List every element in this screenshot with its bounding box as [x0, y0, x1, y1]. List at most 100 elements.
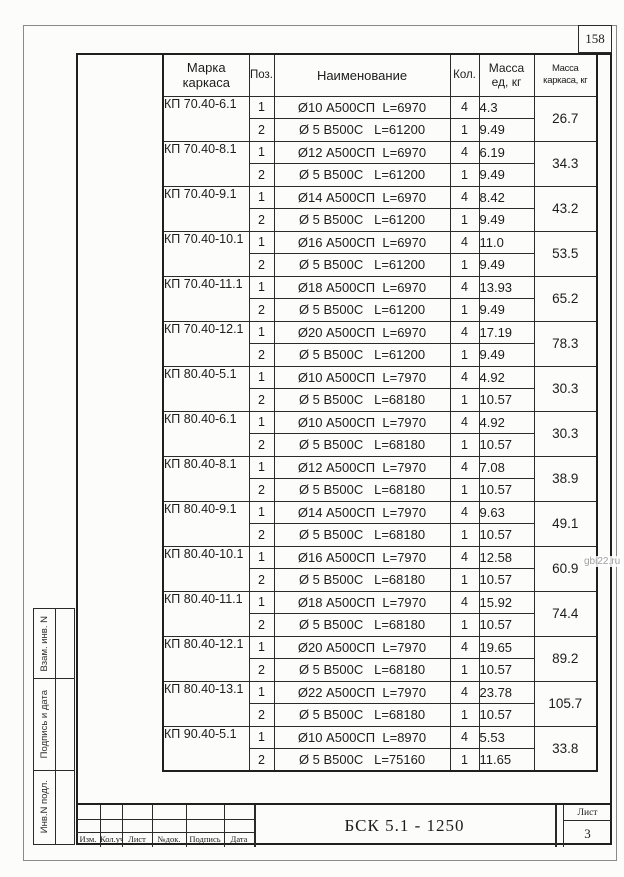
mark-cell: КП 80.40-13.1 [162, 680, 250, 727]
pos-cell: 1 [248, 140, 275, 164]
unit-mass-cell: 9.49 [478, 163, 535, 187]
column-header-frame-mass: Масса каркаса, кг [533, 53, 598, 97]
pos-cell: 2 [248, 703, 275, 727]
pos-cell: 1 [248, 230, 275, 254]
table-row: КП 70.40-12.1 1 Ø20 А500СП L=6970 4 17.19 78.… [162, 320, 598, 367]
frame-mass-cell: 60.9 [533, 545, 598, 592]
qty-cell: 1 [449, 568, 480, 592]
name-cell: Ø 5 В500С L=68180 [273, 523, 451, 547]
scan-page-border [23, 25, 617, 861]
qty-cell: 4 [449, 320, 480, 344]
unit-mass-cell: 15.92 [478, 590, 535, 614]
qty-cell: 4 [449, 230, 480, 254]
pos-cell: 1 [248, 95, 275, 119]
frame-mass-cell: 43.2 [533, 185, 598, 232]
pos-cell: 1 [248, 320, 275, 344]
name-cell: Ø14 А500СП L=6970 [273, 185, 451, 209]
mark-cell: КП 70.40-8.1 [162, 140, 250, 187]
qty-cell: 4 [449, 545, 480, 569]
frame-mass-cell: 65.2 [533, 275, 598, 322]
name-cell: Ø 5 В500С L=68180 [273, 568, 451, 592]
mark-cell: КП 70.40-12.1 [162, 320, 250, 367]
mark-cell: КП 90.40-5.1 [162, 725, 250, 772]
table-row: КП 80.40-9.1 1 Ø14 А500СП L=7970 4 9.63 49.1 [162, 500, 598, 547]
sheet-number: 3 [584, 826, 591, 841]
mark-cell: КП 70.40-11.1 [162, 275, 250, 322]
frame-mass-cell: 38.9 [533, 455, 598, 502]
name-cell: Ø 5 В500С L=68180 [273, 388, 451, 412]
unit-mass-cell: 9.63 [478, 500, 535, 524]
sheet-label: Лист [563, 805, 612, 821]
unit-mass-cell: 10.57 [478, 658, 535, 682]
mark-cell: КП 80.40-10.1 [162, 545, 250, 592]
pos-cell: 2 [248, 478, 275, 502]
name-cell: Ø12 А500СП L=6970 [273, 140, 451, 164]
table-row: КП 80.40-8.1 1 Ø12 А500СП L=7970 4 7.08 38.9 [162, 455, 598, 502]
table-row: КП 80.40-5.1 1 Ø10 А500СП L=7970 4 4.92 30.3 [162, 365, 598, 412]
side-cells-divider [34, 678, 74, 679]
table-header-row: Марка каркаса Поз. Наименование Кол. Мас… [162, 53, 598, 97]
mark-cell: КП 70.40-6.1 [162, 95, 250, 142]
name-cell: Ø18 А500СП L=6970 [273, 275, 451, 299]
qty-cell: 4 [449, 500, 480, 524]
qty-cell: 1 [449, 343, 480, 367]
unit-mass-cell: 23.78 [478, 680, 535, 704]
unit-mass-cell: 10.57 [478, 703, 535, 727]
table-row: КП 70.40-11.1 1 Ø18 А500СП L=6970 4 13.93 65.… [162, 275, 598, 322]
qty-cell: 1 [449, 118, 480, 142]
column-header-qty: Кол. [449, 53, 480, 97]
unit-mass-cell: 13.93 [478, 275, 535, 299]
name-cell: Ø12 А500СП L=7970 [273, 455, 451, 479]
side-cell-vzam-inv: Взам. инв. N [34, 609, 55, 678]
stamp-line [186, 805, 187, 847]
unit-mass-cell: 10.57 [478, 568, 535, 592]
specification-table: Марка каркаса Поз. Наименование Кол. Мас… [162, 53, 598, 772]
qty-cell: 4 [449, 680, 480, 704]
mark-cell: КП 80.40-11.1 [162, 590, 250, 637]
table-row: КП 70.40-6.1 1 Ø10 А500СП L=6970 4 4.3 26.7 [162, 95, 598, 142]
frame-mass-cell: 89.2 [533, 635, 598, 682]
unit-mass-cell: 9.49 [478, 253, 535, 277]
rev-label-list: Лист [128, 834, 146, 844]
unit-mass-cell: 10.57 [478, 433, 535, 457]
frame-mass-cell: 30.3 [533, 365, 598, 412]
mark-cell: КП 80.40-12.1 [162, 635, 250, 682]
pos-cell: 1 [248, 680, 275, 704]
name-cell: Ø 5 В500С L=68180 [273, 613, 451, 637]
spec-table-body: КП 70.40-6.1 1 Ø10 А500СП L=6970 4 4.3 26.7 2 Ø… [162, 95, 598, 772]
side-cell-podpis-data: Подпись и дата [34, 678, 55, 770]
pos-cell: 1 [248, 365, 275, 389]
stamp-line [76, 819, 254, 820]
qty-cell: 1 [449, 658, 480, 682]
pos-cell: 1 [248, 590, 275, 614]
side-cells-divider [55, 609, 56, 844]
unit-mass-cell: 7.08 [478, 455, 535, 479]
pos-cell: 2 [248, 388, 275, 412]
unit-mass-cell: 8.42 [478, 185, 535, 209]
table-row: КП 80.40-12.1 1 Ø20 А500СП L=7970 4 19.65 89.… [162, 635, 598, 682]
frame-side-cells: Взам. инв. N Подпись и дата Инв.N подл. [33, 608, 75, 845]
name-cell: Ø 5 В500С L=75160 [273, 748, 451, 772]
name-cell: Ø10 А500СП L=7970 [273, 410, 451, 434]
rev-label-data: Дата [230, 834, 248, 844]
rev-label-koluch: Кол.уч [100, 834, 122, 844]
qty-cell: 1 [449, 163, 480, 187]
frame-mass-cell: 30.3 [533, 410, 598, 457]
qty-cell: 4 [449, 410, 480, 434]
stamp-line [555, 805, 557, 847]
side-cell-inv-podl: Инв.N подл. [34, 770, 55, 844]
mark-cell: КП 70.40-9.1 [162, 185, 250, 232]
unit-mass-cell: 10.57 [478, 613, 535, 637]
pos-cell: 2 [248, 433, 275, 457]
pos-cell: 1 [248, 455, 275, 479]
stamp-line [76, 832, 254, 833]
qty-cell: 1 [449, 253, 480, 277]
name-cell: Ø 5 В500С L=61200 [273, 163, 451, 187]
